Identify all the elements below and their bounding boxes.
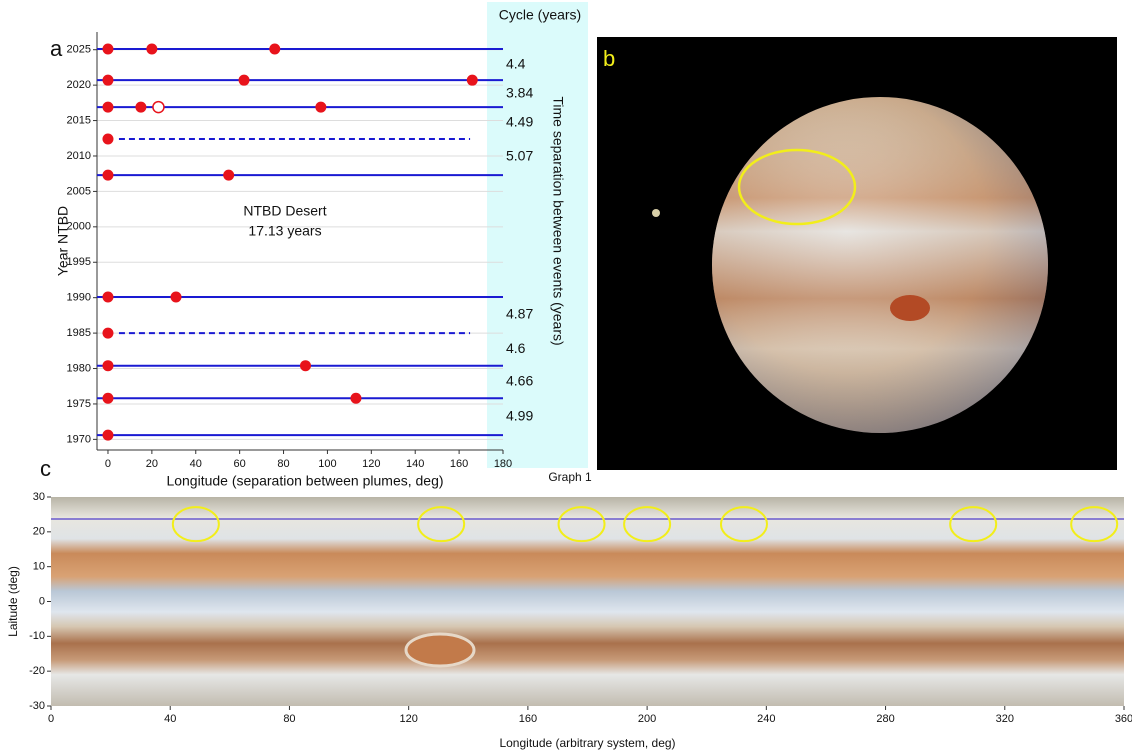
x-tick-label: 0 bbox=[105, 458, 111, 470]
y-tick-label: 10 bbox=[33, 561, 45, 573]
x-tick-label: 280 bbox=[876, 713, 894, 725]
y-tick-label: 30 bbox=[33, 491, 45, 503]
x-tick-label: 200 bbox=[638, 713, 656, 725]
x-tick-label: 80 bbox=[283, 713, 295, 725]
figure: b Graph 1 a Cycle (years) 1970 1975 1980 1985… bbox=[0, 0, 1132, 753]
x-tick-label: 0 bbox=[48, 713, 54, 725]
x-tick-label: 40 bbox=[190, 458, 202, 470]
plume-marker bbox=[315, 102, 326, 113]
jupiter-map bbox=[51, 497, 1124, 706]
plume-marker bbox=[300, 360, 311, 371]
jupiter-bands bbox=[712, 97, 1048, 433]
plume-marker bbox=[269, 44, 280, 55]
y-tick-label: 2025 bbox=[67, 44, 91, 56]
top-label: Cycle (years) bbox=[499, 7, 581, 23]
cycle-label: 4.66 bbox=[506, 373, 533, 389]
plume-marker bbox=[102, 328, 113, 339]
plume-marker bbox=[102, 133, 113, 144]
plume-marker bbox=[102, 360, 113, 371]
plume-marker bbox=[102, 291, 113, 302]
annotation: NTBD Desert bbox=[243, 203, 326, 219]
y-tick-label: 2010 bbox=[67, 150, 91, 162]
great-red-spot bbox=[890, 295, 930, 321]
cycle-label: 4.4 bbox=[506, 55, 526, 71]
y-axis-label: Laitude (deg) bbox=[6, 566, 20, 637]
x-tick-label: 20 bbox=[146, 458, 158, 470]
plume-marker bbox=[102, 430, 113, 441]
x-tick-label: 160 bbox=[450, 458, 468, 470]
panel-label: a bbox=[50, 36, 63, 61]
cycle-label: 4.49 bbox=[506, 114, 533, 130]
x-tick-label: 360 bbox=[1115, 713, 1132, 725]
panel-label: b bbox=[603, 46, 615, 71]
x-tick-label: 120 bbox=[362, 458, 380, 470]
x-tick-label: 100 bbox=[318, 458, 336, 470]
plume-marker bbox=[102, 393, 113, 404]
x-axis-label: Longitude (separation between plumes, de… bbox=[166, 473, 443, 489]
plume-marker bbox=[102, 170, 113, 181]
open-plume-marker bbox=[153, 102, 164, 113]
cycle-label: 3.84 bbox=[506, 84, 533, 100]
y-tick-label: 1990 bbox=[67, 292, 91, 304]
x-tick-label: 140 bbox=[406, 458, 424, 470]
cycle-label: 5.07 bbox=[506, 148, 533, 164]
plume-marker bbox=[223, 170, 234, 181]
x-tick-label: 60 bbox=[234, 458, 246, 470]
plume-marker bbox=[102, 44, 113, 55]
y-tick-label: 1980 bbox=[67, 362, 91, 374]
moon bbox=[652, 209, 660, 217]
plume-marker bbox=[102, 75, 113, 86]
plume-marker bbox=[102, 102, 113, 113]
y-tick-label: 0 bbox=[39, 595, 45, 607]
plume-marker bbox=[350, 393, 361, 404]
x-tick-label: 240 bbox=[757, 713, 775, 725]
y-tick-label: 2020 bbox=[67, 79, 91, 91]
x-tick-label: 120 bbox=[399, 713, 417, 725]
great-red-spot bbox=[406, 634, 474, 666]
plume-marker bbox=[146, 44, 157, 55]
plume-marker bbox=[239, 75, 250, 86]
y-tick-label: 2005 bbox=[67, 185, 91, 197]
plume-marker bbox=[135, 102, 146, 113]
cycle-label: 4.87 bbox=[506, 306, 533, 322]
y2-axis-label: Time separation between events (years) bbox=[550, 96, 566, 345]
cycle-label: 4.6 bbox=[506, 340, 526, 356]
plume-marker bbox=[467, 75, 478, 86]
y-axis-label: Year NTBD bbox=[55, 206, 71, 276]
y-tick-label: -10 bbox=[29, 630, 45, 642]
annotation: 17.13 years bbox=[248, 223, 321, 239]
caption: Graph 1 bbox=[548, 470, 592, 484]
y-tick-label: 1970 bbox=[67, 433, 91, 445]
x-tick-label: 180 bbox=[494, 458, 512, 470]
x-tick-label: 80 bbox=[277, 458, 289, 470]
cycle-label: 4.99 bbox=[506, 407, 533, 423]
panel-label: c bbox=[40, 456, 51, 481]
y-tick-label: -30 bbox=[29, 700, 45, 712]
y-tick-label: 20 bbox=[33, 526, 45, 538]
y-tick-label: -20 bbox=[29, 665, 45, 677]
y-tick-label: 2015 bbox=[67, 114, 91, 126]
y-tick-label: 1975 bbox=[67, 398, 91, 410]
y-tick-label: 1985 bbox=[67, 327, 91, 339]
x-tick-label: 160 bbox=[519, 713, 537, 725]
x-axis-label: Longitude (arbitrary system, deg) bbox=[499, 736, 675, 750]
x-tick-label: 320 bbox=[996, 713, 1014, 725]
plume-marker bbox=[171, 291, 182, 302]
x-tick-label: 40 bbox=[164, 713, 176, 725]
